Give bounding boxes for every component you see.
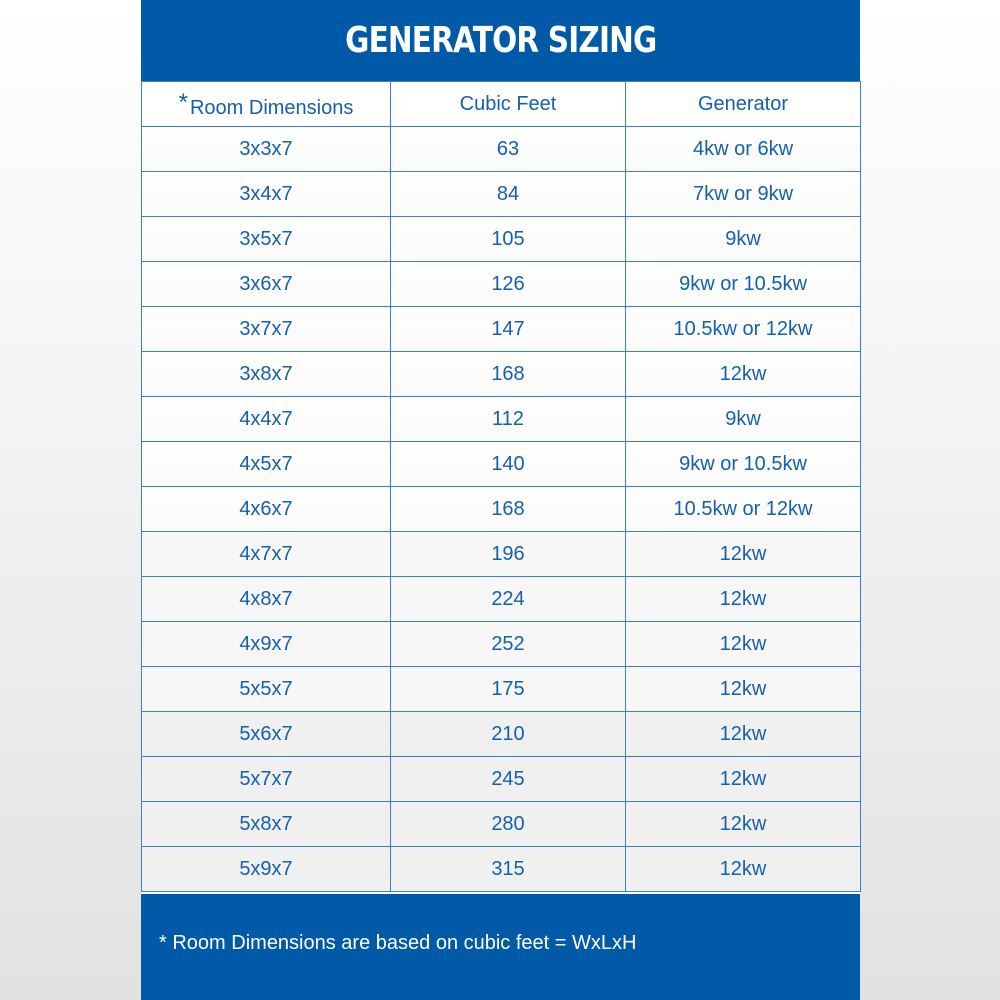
cell-generator: 10.5kw or 12kw	[625, 306, 861, 352]
cell-room: 5x7x7	[141, 756, 391, 802]
cell-cubic: 140	[390, 441, 626, 487]
cell-room: 4x5x7	[141, 441, 391, 487]
table-row: 4x7x7 196 12kw	[141, 531, 861, 577]
cell-cubic: 252	[390, 621, 626, 667]
table-row: 4x8x7 224 12kw	[141, 576, 861, 622]
cell-generator: 4kw or 6kw	[625, 126, 861, 172]
cell-room: 5x9x7	[141, 846, 391, 892]
footer-note-text: Room Dimensions are based on cubic feet …	[172, 932, 637, 954]
generator-sizing-panel: GENERATOR SIZING * Room Dimensions Cubic …	[141, 0, 861, 1000]
cell-generator: 9kw	[625, 216, 861, 262]
table-row: 3x3x7 63 4kw or 6kw	[141, 126, 861, 172]
cell-generator: 12kw	[625, 531, 861, 577]
header-room-dimensions: * Room Dimensions	[141, 81, 391, 127]
cell-generator: 9kw or 10.5kw	[625, 261, 861, 307]
cell-room: 5x5x7	[141, 666, 391, 712]
cell-generator: 12kw	[625, 666, 861, 712]
cell-room: 3x4x7	[141, 171, 391, 217]
cell-cubic: 105	[390, 216, 626, 262]
cell-generator: 12kw	[625, 351, 861, 397]
cell-room: 4x6x7	[141, 486, 391, 532]
cell-room: 4x8x7	[141, 576, 391, 622]
table-row: 5x6x7 210 12kw	[141, 711, 861, 757]
table-row: 3x5x7 105 9kw	[141, 216, 861, 262]
page-title: GENERATOR SIZING	[344, 20, 657, 61]
asterisk: *	[159, 932, 167, 954]
cell-cubic: 175	[390, 666, 626, 712]
sizing-table: * Room Dimensions Cubic Feet Generator 3x…	[141, 81, 861, 892]
cell-room: 4x9x7	[141, 621, 391, 667]
cell-cubic: 280	[390, 801, 626, 847]
cell-generator: 12kw	[625, 846, 861, 892]
footer: * Room Dimensions are based on cubic fee…	[141, 894, 860, 1000]
table-row: 4x6x7 168 10.5kw or 12kw	[141, 486, 861, 532]
table-row: 3x4x7 84 7kw or 9kw	[141, 171, 861, 217]
table-row: 5x7x7 245 12kw	[141, 756, 861, 802]
asterisk: *	[178, 88, 188, 116]
table-row: 5x8x7 280 12kw	[141, 801, 861, 847]
title-bar: GENERATOR SIZING	[141, 0, 860, 81]
cell-room: 4x7x7	[141, 531, 391, 577]
cell-cubic: 168	[390, 351, 626, 397]
cell-generator: 12kw	[625, 621, 861, 667]
cell-generator: 12kw	[625, 576, 861, 622]
table-row: 4x5x7 140 9kw or 10.5kw	[141, 441, 861, 487]
header-room-label: Room Dimensions	[189, 96, 354, 119]
cell-room: 5x8x7	[141, 801, 391, 847]
cell-cubic: 126	[390, 261, 626, 307]
cell-cubic: 112	[390, 396, 626, 442]
cell-generator: 12kw	[625, 711, 861, 757]
cell-generator: 10.5kw or 12kw	[625, 486, 861, 532]
cell-room: 5x6x7	[141, 711, 391, 757]
cell-cubic: 147	[390, 306, 626, 352]
cell-cubic: 315	[390, 846, 626, 892]
table-row: 5x9x7 315 12kw	[141, 846, 861, 892]
header-generator: Generator	[625, 81, 861, 127]
cell-generator: 7kw or 9kw	[625, 171, 861, 217]
cell-room: 3x7x7	[141, 306, 391, 352]
cell-cubic: 245	[390, 756, 626, 802]
table-row: 3x8x7 168 12kw	[141, 351, 861, 397]
table-row: 3x6x7 126 9kw or 10.5kw	[141, 261, 861, 307]
cell-room: 4x4x7	[141, 396, 391, 442]
table-row: 5x5x7 175 12kw	[141, 666, 861, 712]
cell-generator: 12kw	[625, 756, 861, 802]
cell-cubic: 63	[390, 126, 626, 172]
cell-generator: 12kw	[625, 801, 861, 847]
cell-cubic: 84	[390, 171, 626, 217]
cell-room: 3x3x7	[141, 126, 391, 172]
cell-room: 3x5x7	[141, 216, 391, 262]
cell-room: 3x6x7	[141, 261, 391, 307]
cell-generator: 9kw or 10.5kw	[625, 441, 861, 487]
table-row: 3x7x7 147 10.5kw or 12kw	[141, 306, 861, 352]
cell-cubic: 224	[390, 576, 626, 622]
cell-cubic: 210	[390, 711, 626, 757]
table-row: 4x9x7 252 12kw	[141, 621, 861, 667]
cell-room: 3x8x7	[141, 351, 391, 397]
cell-generator: 9kw	[625, 396, 861, 442]
footer-note: * Room Dimensions are based on cubic fee…	[159, 932, 636, 955]
header-cubic-feet: Cubic Feet	[390, 81, 626, 127]
table-header-row: * Room Dimensions Cubic Feet Generator	[141, 81, 861, 127]
table-row: 4x4x7 112 9kw	[141, 396, 861, 442]
cell-cubic: 196	[390, 531, 626, 577]
cell-cubic: 168	[390, 486, 626, 532]
